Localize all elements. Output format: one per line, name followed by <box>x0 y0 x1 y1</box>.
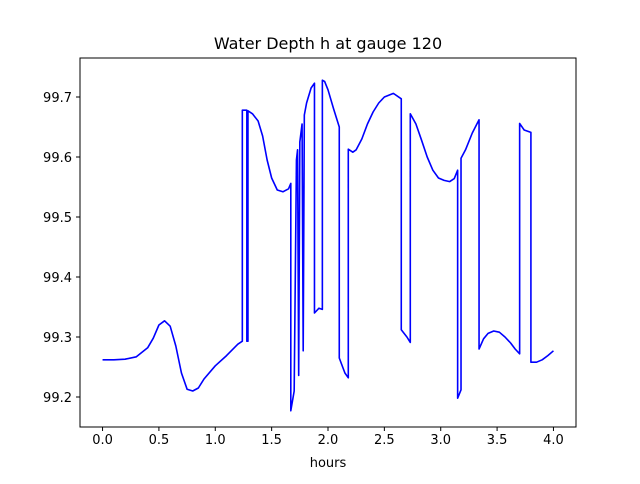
y-tick-label: 99.6 <box>43 151 72 166</box>
plot-area: 0.0 0.5 1.0 1.5 2.0 2.5 3.0 3.5 4.0 99.2 99.3 99.4 9… <box>43 57 577 448</box>
y-tick-label: 99.7 <box>43 91 72 106</box>
x-tick-label: 3.5 <box>487 433 508 448</box>
x-tick-label: 3.0 <box>430 433 451 448</box>
data-line-series-0 <box>102 79 554 412</box>
x-tick-label: 1.5 <box>261 433 282 448</box>
x-tick-label: 1.0 <box>205 433 226 448</box>
x-tick-label: 2.5 <box>374 433 395 448</box>
y-tick-label: 99.2 <box>43 391 72 406</box>
chart-title: Water Depth h at gauge 120 <box>214 34 442 53</box>
x-tick-label: 2.0 <box>318 433 339 448</box>
y-tick-label: 99.3 <box>43 331 72 346</box>
x-tick-label: 4.0 <box>543 433 564 448</box>
x-axis-label: hours <box>310 456 347 471</box>
y-tick-label: 99.4 <box>43 271 72 286</box>
y-tick-label: 99.5 <box>43 211 72 226</box>
x-tick-label: 0.0 <box>92 433 113 448</box>
x-tick-label: 0.5 <box>149 433 170 448</box>
